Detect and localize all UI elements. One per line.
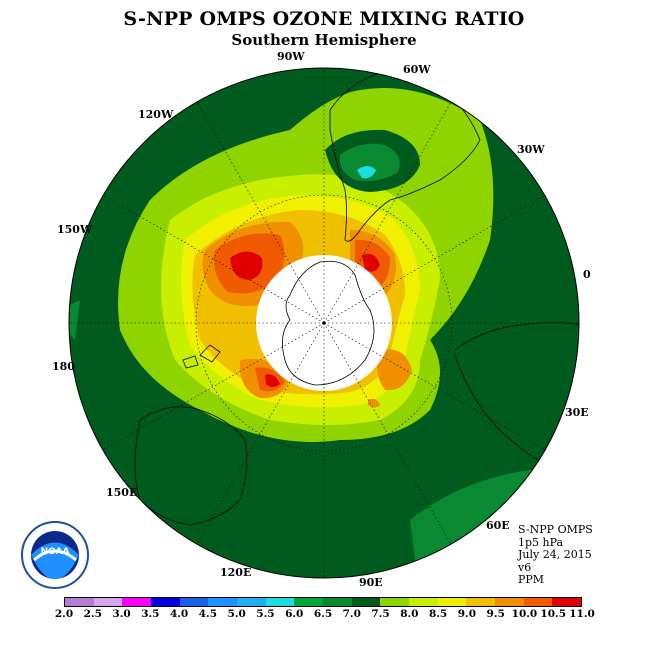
colorbar-segment xyxy=(523,598,553,606)
colorbar-tick-label: 3.5 xyxy=(141,608,160,620)
colorbar-tick-label: 2.0 xyxy=(54,608,74,620)
map-subtitle: Southern Hemisphere xyxy=(231,31,417,49)
colorbar xyxy=(64,597,582,607)
lon-label: 60E xyxy=(486,519,510,532)
colorbar-segment xyxy=(151,598,180,606)
colorbar-segment xyxy=(65,598,94,606)
colorbar-tick-label: 3.0 xyxy=(112,608,131,620)
colorbar-segment xyxy=(265,598,295,606)
lon-label: 90W xyxy=(277,50,305,63)
colorbar-ticks: 2.0 2.5 3.0 3.5 4.0 4.5 5.0 5.5 6.0 6.5 7.0 7.5 8.0 8… xyxy=(0,608,648,622)
colorbar-segment xyxy=(237,598,266,606)
pressure-level-label: 1p5 hPa xyxy=(518,535,564,549)
colorbar-tick-label: 5.0 xyxy=(227,608,246,620)
colorbar-tick-label: 6.5 xyxy=(313,608,333,620)
instrument-label: S-NPP OMPS xyxy=(518,523,593,536)
colorbar-tick-label: 2.5 xyxy=(83,608,102,620)
lon-label: 150E xyxy=(106,486,137,499)
colorbar-segment xyxy=(179,598,209,606)
lon-label: 120E xyxy=(220,566,251,579)
colorbar-segment xyxy=(495,598,524,606)
lon-label: 30E xyxy=(565,406,589,419)
colorbar-segment xyxy=(122,598,152,606)
colorbar-segment xyxy=(351,598,381,606)
colorbar-tick-label: 9.5 xyxy=(486,608,505,620)
colorbar-tick-label: 8.5 xyxy=(428,608,448,620)
lon-label: 120W xyxy=(138,108,174,121)
colorbar-segment xyxy=(380,598,410,606)
colorbar-tick-label: 11.0 xyxy=(569,608,595,620)
units-label: PPM xyxy=(518,573,545,586)
colorbar-tick-label: 10.0 xyxy=(511,608,538,620)
version-label: v6 xyxy=(518,560,532,574)
lon-label: 60W xyxy=(403,63,431,76)
lon-label: 150W xyxy=(57,223,93,236)
colorbar-tick-label: 6.0 xyxy=(285,608,304,620)
lon-label: 0 xyxy=(583,268,591,281)
colorbar-tick-label: 4.0 xyxy=(169,608,189,620)
south-pole-marker xyxy=(322,321,326,325)
colorbar-segment xyxy=(552,598,582,606)
colorbar-tick-label: 7.5 xyxy=(371,608,390,620)
ozone-field xyxy=(69,68,579,578)
colorbar-segment xyxy=(323,598,352,606)
info-panel: S-NPP OMPS 1p5 hPa July 24, 2015 v6 PPM xyxy=(518,523,593,587)
colorbar-segment xyxy=(208,598,238,606)
lon-label: 30W xyxy=(517,143,545,156)
lon-label: 180 xyxy=(52,360,75,373)
colorbar-segment xyxy=(294,598,324,606)
colorbar-segment xyxy=(437,598,467,606)
map-title: S-NPP OMPS OZONE MIXING RATIO xyxy=(123,8,525,30)
colorbar-segment xyxy=(466,598,496,606)
map-boundary xyxy=(68,67,580,579)
meridian-grid xyxy=(69,68,579,578)
colorbar-tick-label: 7.0 xyxy=(342,608,361,620)
colorbar-tick-label: 10.5 xyxy=(540,608,567,620)
colorbar-tick-label: 9.0 xyxy=(457,608,477,620)
longitude-labels: 90W 60W 30W 0 30E 60E 90E 120E 150E 180 … xyxy=(52,50,591,589)
colorbar-tick-label: 5.5 xyxy=(256,608,275,620)
colorbar-tick-label: 8.0 xyxy=(400,608,419,620)
colorbar-tick-label: 4.5 xyxy=(198,608,218,620)
colorbar-segment xyxy=(409,598,438,606)
logo-text: NOAA xyxy=(41,547,70,557)
lon-label: 90E xyxy=(359,576,383,589)
colorbar-segment xyxy=(93,598,123,606)
date-label: July 24, 2015 xyxy=(518,548,592,561)
noaa-logo: NOAA xyxy=(21,521,89,589)
